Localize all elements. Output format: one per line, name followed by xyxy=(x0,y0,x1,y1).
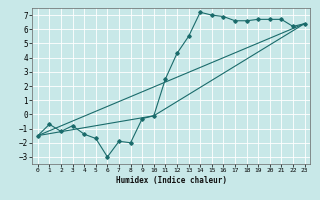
X-axis label: Humidex (Indice chaleur): Humidex (Indice chaleur) xyxy=(116,176,227,185)
